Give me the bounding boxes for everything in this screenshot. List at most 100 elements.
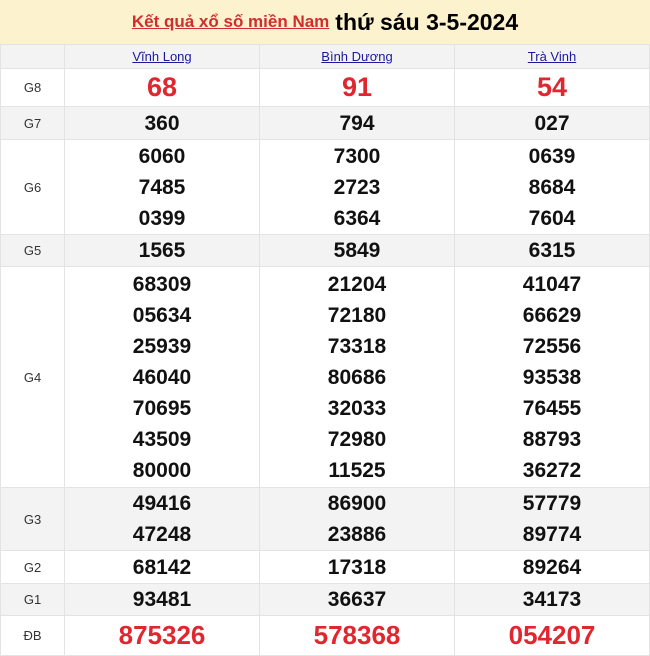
prize-cell: 91	[259, 68, 455, 107]
prize-number: 72980	[327, 427, 387, 451]
prize-label: G8	[0, 68, 65, 107]
prize-row-g3: G3 49416 47248 86900 23886 57779 89774	[0, 487, 650, 551]
prize-number: 027	[534, 111, 570, 135]
prize-row-đb: ĐB 875326 578368 054207	[0, 615, 650, 656]
prize-number: 72556	[522, 334, 582, 358]
prize-number: 43509	[132, 427, 192, 451]
prize-number: 7485	[138, 175, 186, 199]
province-link[interactable]: Trà Vinh	[527, 48, 577, 64]
prize-cell: 6315	[454, 234, 650, 267]
prize-number: 054207	[508, 620, 596, 650]
prize-cell: 027	[454, 106, 650, 140]
prize-label: ĐB	[0, 615, 65, 656]
page-header: Kết quả xổ số miền Nam thứ sáu 3-5-2024	[0, 0, 650, 44]
prize-cell: 68142	[64, 550, 260, 584]
prize-number: 8684	[528, 175, 576, 199]
prize-number: 80000	[132, 458, 192, 482]
prize-number: 17318	[327, 555, 387, 579]
prize-number: 89774	[522, 523, 582, 546]
prize-number: 1565	[138, 239, 186, 262]
prize-cell: 1565	[64, 234, 260, 267]
prize-row-g5: G5 1565 5849 6315	[0, 234, 650, 267]
prize-number: 11525	[328, 458, 386, 482]
prize-number: 0639	[528, 144, 576, 168]
prize-cell: 794	[259, 106, 455, 140]
prize-cell: 5849	[259, 234, 455, 267]
prize-number: 360	[144, 111, 180, 135]
prize-number: 68	[146, 72, 178, 102]
province-link[interactable]: Vĩnh Long	[132, 48, 192, 64]
prize-cell: 34173	[454, 583, 650, 616]
prize-number: 47248	[132, 523, 192, 546]
results-link[interactable]: Kết quả xổ số miền Nam	[131, 12, 330, 31]
prize-number: 91	[341, 72, 373, 102]
prize-number: 875326	[118, 620, 206, 650]
prize-row-g6: G6 6060 7485 0399 7300 2723 6364 0639 8684 7604	[0, 139, 650, 235]
prize-number: 794	[339, 111, 375, 135]
prize-number: 6060	[138, 144, 186, 168]
prize-number: 41047	[522, 272, 582, 296]
prize-number: 36637	[327, 588, 387, 611]
prize-number: 05634	[132, 303, 192, 327]
prize-cell: 54	[454, 68, 650, 107]
prize-number: 80686	[327, 365, 387, 389]
prize-row-g7: G7 360 794 027	[0, 106, 650, 140]
prize-label: G5	[0, 234, 65, 267]
prize-number: 86900	[327, 492, 387, 515]
prize-number: 6364	[333, 206, 381, 230]
prize-number: 49416	[132, 492, 192, 515]
results-table: Vĩnh Long Bình Dương Trà Vinh G8 68 91 54 G7…	[0, 44, 650, 656]
prize-cell: 89264	[454, 550, 650, 584]
prize-number: 66629	[522, 303, 582, 327]
prize-number: 54	[536, 72, 568, 102]
prize-number: 72180	[327, 303, 387, 327]
prize-number: 32033	[327, 396, 387, 420]
prize-cell: 86900 23886	[259, 487, 455, 551]
prize-number: 21204	[327, 272, 387, 296]
prize-number: 93481	[132, 588, 192, 611]
prize-number: 7604	[528, 206, 576, 230]
prize-number: 93538	[522, 365, 582, 389]
prize-number: 2723	[333, 175, 381, 199]
prize-label: G2	[0, 550, 65, 584]
prize-number: 89264	[522, 555, 582, 579]
prize-cell: 17318	[259, 550, 455, 584]
prize-label: G1	[0, 583, 65, 616]
prize-label: G7	[0, 106, 65, 140]
draw-date: thứ sáu 3-5-2024	[335, 8, 519, 35]
prize-number: 46040	[132, 365, 192, 389]
prize-cell: 054207	[454, 615, 650, 656]
prize-cell: 57779 89774	[454, 487, 650, 551]
prize-number: 7300	[333, 144, 381, 168]
prize-cell: 875326	[64, 615, 260, 656]
province-link[interactable]: Bình Dương	[321, 48, 393, 64]
prize-number: 73318	[327, 334, 387, 358]
prize-number: 88793	[522, 427, 582, 451]
prize-cell: 0639 8684 7604	[454, 139, 650, 235]
prize-cell: 7300 2723 6364	[259, 139, 455, 235]
prize-number: 68309	[132, 272, 192, 296]
prize-number: 0399	[138, 206, 186, 230]
prize-cell: 68309 05634 25939 46040 70695 43509 80000	[64, 266, 260, 488]
prize-row-g4: G4 68309 05634 25939 46040 70695 43509 80000 212…	[0, 266, 650, 488]
prize-row-g1: G1 93481 36637 34173	[0, 583, 650, 616]
prize-row-g8: G8 68 91 54	[0, 68, 650, 107]
prize-label: G4	[0, 266, 65, 488]
prize-number: 578368	[313, 620, 401, 650]
prize-row-g2: G2 68142 17318 89264	[0, 550, 650, 584]
prize-label: G3	[0, 487, 65, 551]
prize-cell: 360	[64, 106, 260, 140]
prize-cell: 49416 47248	[64, 487, 260, 551]
prize-number: 6315	[528, 239, 576, 262]
prize-number: 25939	[132, 334, 192, 358]
prize-number: 5849	[333, 239, 381, 262]
prize-cell: 578368	[259, 615, 455, 656]
prize-number: 76455	[522, 396, 582, 420]
prize-number: 34173	[522, 588, 582, 611]
prize-cell: 68	[64, 68, 260, 107]
prize-cell: 21204 72180 73318 80686 32033 72980 11525	[259, 266, 455, 488]
prize-cell: 36637	[259, 583, 455, 616]
prize-number: 57779	[522, 492, 582, 515]
prize-label: G6	[0, 139, 65, 235]
prize-cell: 41047 66629 72556 93538 76455 88793 36272	[454, 266, 650, 488]
